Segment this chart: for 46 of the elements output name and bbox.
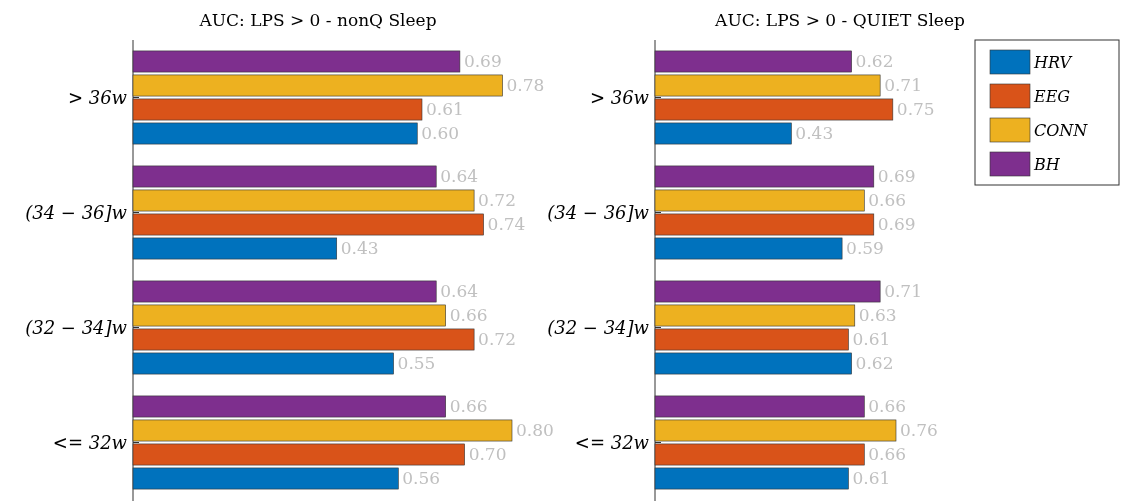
data-label: 0.56 xyxy=(402,468,441,489)
data-label: 0.61 xyxy=(852,468,891,489)
data-label: 0.43 xyxy=(340,238,379,259)
data-label: 0.69 xyxy=(877,214,916,235)
y-tick-label: (34 − 36]w xyxy=(547,201,650,223)
data-label: 0.61 xyxy=(852,329,891,350)
y-tick-label: (32 − 34]w xyxy=(25,316,128,338)
data-label: 0.62 xyxy=(855,353,894,374)
data-label: 0.71 xyxy=(884,281,922,302)
data-label: 0.71 xyxy=(884,75,922,96)
data-label: 0.69 xyxy=(877,166,916,187)
data-label: 0.80 xyxy=(516,420,554,441)
data-label: 0.78 xyxy=(506,75,545,96)
y-tick-label: > 36w xyxy=(67,86,128,108)
data-label: 0.72 xyxy=(478,329,516,350)
data-label: 0.66 xyxy=(868,444,907,465)
legend-label: BH xyxy=(1033,154,1061,174)
chart-title: AUC: LPS > 0 - nonQ Sleep xyxy=(198,10,437,30)
data-label: 0.55 xyxy=(397,353,436,374)
data-label: 0.60 xyxy=(421,123,460,144)
y-tick-label: (34 − 36]w xyxy=(25,201,128,223)
data-label: 0.75 xyxy=(896,99,935,120)
y-tick-label: <= 32w xyxy=(52,431,128,453)
data-label: 0.64 xyxy=(440,281,479,302)
data-label: 0.74 xyxy=(487,214,526,235)
legend-label: HRV xyxy=(1033,52,1073,72)
data-label: 0.70 xyxy=(468,444,507,465)
legend-label: CONN xyxy=(1034,120,1089,140)
y-tick-label: (32 − 34]w xyxy=(547,316,650,338)
y-tick-label: <= 32w xyxy=(574,431,650,453)
data-label: 0.69 xyxy=(463,51,502,72)
data-label: 0.66 xyxy=(449,305,488,326)
data-label: 0.63 xyxy=(858,305,897,326)
data-label: 0.66 xyxy=(868,190,907,211)
chart-title: AUC: LPS > 0 - QUIET Sleep xyxy=(714,10,965,30)
data-label: 0.43 xyxy=(795,123,834,144)
data-label: 0.66 xyxy=(868,396,907,417)
data-label: 0.66 xyxy=(449,396,488,417)
data-label: 0.61 xyxy=(425,99,464,120)
data-label: 0.59 xyxy=(846,238,884,259)
data-label: 0.76 xyxy=(900,420,938,441)
data-label: 0.72 xyxy=(478,190,516,211)
data-label: 0.62 xyxy=(855,51,894,72)
legend-label: EEG xyxy=(1033,86,1071,106)
data-label: 0.64 xyxy=(440,166,479,187)
y-tick-label: > 36w xyxy=(589,86,650,108)
